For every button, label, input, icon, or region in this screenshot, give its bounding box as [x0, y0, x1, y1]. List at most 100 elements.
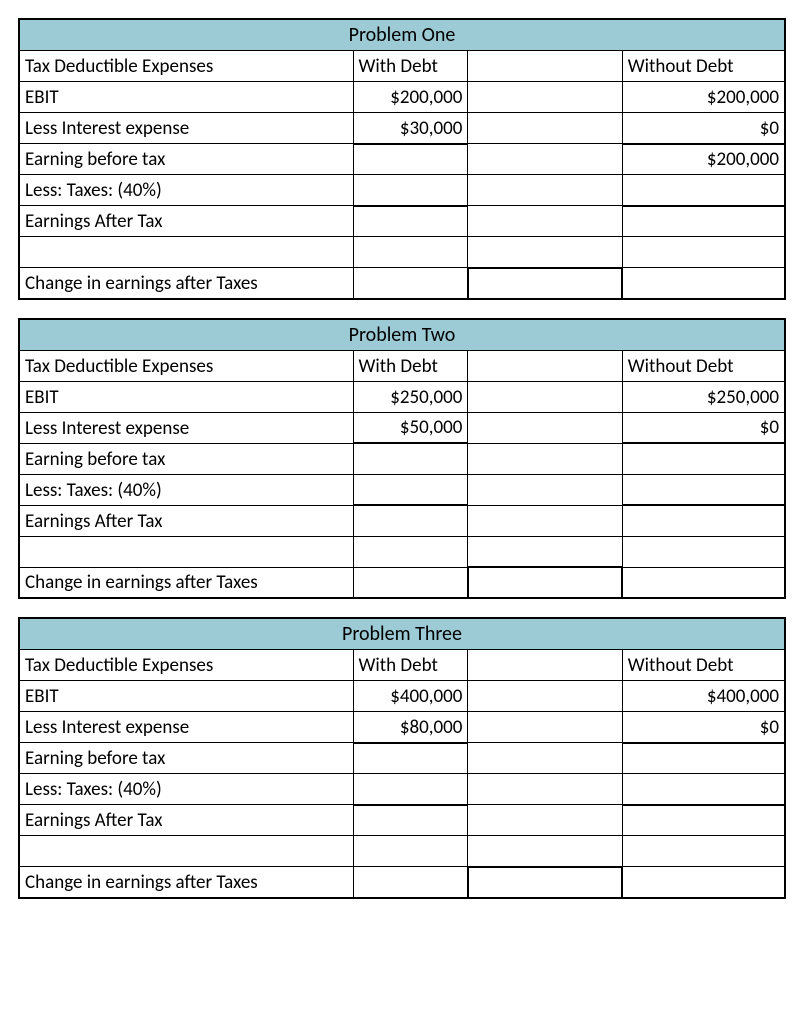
cell-eat-without [622, 505, 785, 536]
cell-spacer [468, 774, 622, 805]
row-label-less-interest: Less Interest expense [19, 113, 353, 144]
row-label-ebit: EBIT [19, 82, 353, 113]
cell-interest-with: $30,000 [353, 113, 468, 144]
cell-spacer [468, 712, 622, 743]
row-label-ebt: Earning before tax [19, 443, 353, 474]
cell-eat-without [622, 805, 785, 836]
cell-spacer [622, 836, 785, 867]
cell-eat-without [622, 206, 785, 237]
row-spacer [19, 237, 353, 268]
label-tax-deductible: Tax Deductible Expenses [19, 51, 353, 82]
cell-ebit-without: $400,000 [622, 681, 785, 712]
cell-ebit-with: $250,000 [353, 381, 468, 412]
row-label-ebt: Earning before tax [19, 144, 353, 175]
cell-tax-without [622, 774, 785, 805]
cell-spacer [468, 51, 622, 82]
cell-ebt-with [353, 144, 468, 175]
cell-ebt-without [622, 743, 785, 774]
row-label-change: Change in earnings after Taxes [19, 567, 353, 598]
cell-ebt-without [622, 443, 785, 474]
row-label-ebit: EBIT [19, 381, 353, 412]
problem-table: Problem One Tax Deductible Expenses With… [18, 18, 786, 300]
cell-spacer [468, 237, 622, 268]
cell-spacer [468, 381, 622, 412]
cell-spacer [468, 350, 622, 381]
cell-ebit-with: $400,000 [353, 681, 468, 712]
cell-eat-with [353, 505, 468, 536]
cell-tax-without [622, 474, 785, 505]
cell-spacer [468, 412, 622, 443]
cell-spacer [622, 536, 785, 567]
cell-spacer [622, 867, 785, 898]
row-label-less-interest: Less Interest expense [19, 712, 353, 743]
cell-spacer [353, 536, 468, 567]
cell-tax-with [353, 774, 468, 805]
problem-title: Problem Three [19, 618, 785, 650]
cell-spacer [622, 567, 785, 598]
cell-spacer [353, 268, 468, 299]
col-header-without-debt: Without Debt [622, 51, 785, 82]
cell-interest-with: $80,000 [353, 712, 468, 743]
cell-spacer [468, 175, 622, 206]
col-header-without-debt: Without Debt [622, 650, 785, 681]
row-label-change: Change in earnings after Taxes [19, 867, 353, 898]
row-spacer [19, 536, 353, 567]
cell-spacer [468, 505, 622, 536]
cell-interest-without: $0 [622, 412, 785, 443]
problem-title: Problem One [19, 19, 785, 51]
cell-interest-without: $0 [622, 712, 785, 743]
cell-spacer [622, 237, 785, 268]
problem-table: Problem Three Tax Deductible Expenses Wi… [18, 617, 786, 899]
row-label-less-tax: Less: Taxes: (40%) [19, 175, 353, 206]
cell-ebt-with [353, 743, 468, 774]
col-header-with-debt: With Debt [353, 51, 468, 82]
cell-tax-with [353, 175, 468, 206]
cell-change [468, 268, 622, 299]
cell-spacer [353, 237, 468, 268]
row-label-eat: Earnings After Tax [19, 206, 353, 237]
row-label-less-interest: Less Interest expense [19, 412, 353, 443]
cell-spacer [468, 474, 622, 505]
cell-tax-without [622, 175, 785, 206]
cell-spacer [353, 567, 468, 598]
col-header-with-debt: With Debt [353, 650, 468, 681]
cell-spacer [468, 681, 622, 712]
cell-ebt-without: $200,000 [622, 144, 785, 175]
row-label-less-tax: Less: Taxes: (40%) [19, 474, 353, 505]
label-tax-deductible: Tax Deductible Expenses [19, 350, 353, 381]
cell-spacer [468, 443, 622, 474]
cell-spacer [468, 743, 622, 774]
row-label-eat: Earnings After Tax [19, 805, 353, 836]
cell-eat-with [353, 805, 468, 836]
cell-change [468, 567, 622, 598]
cell-spacer [468, 805, 622, 836]
cell-change [468, 867, 622, 898]
label-tax-deductible: Tax Deductible Expenses [19, 650, 353, 681]
cell-spacer [622, 268, 785, 299]
cell-eat-with [353, 206, 468, 237]
cell-spacer [468, 82, 622, 113]
cell-ebit-without: $200,000 [622, 82, 785, 113]
row-spacer [19, 836, 353, 867]
row-label-ebt: Earning before tax [19, 743, 353, 774]
row-label-change: Change in earnings after Taxes [19, 268, 353, 299]
cell-spacer [468, 144, 622, 175]
row-label-eat: Earnings After Tax [19, 505, 353, 536]
cell-spacer [353, 836, 468, 867]
problem-title: Problem Two [19, 319, 785, 351]
cell-ebit-with: $200,000 [353, 82, 468, 113]
cell-ebt-with [353, 443, 468, 474]
col-header-with-debt: With Debt [353, 350, 468, 381]
cell-interest-without: $0 [622, 113, 785, 144]
row-label-less-tax: Less: Taxes: (40%) [19, 774, 353, 805]
cell-tax-with [353, 474, 468, 505]
problem-table: Problem Two Tax Deductible Expenses With… [18, 318, 786, 600]
cell-spacer [468, 836, 622, 867]
col-header-without-debt: Without Debt [622, 350, 785, 381]
row-label-ebit: EBIT [19, 681, 353, 712]
cell-spacer [468, 206, 622, 237]
cell-ebit-without: $250,000 [622, 381, 785, 412]
cell-spacer [468, 113, 622, 144]
cell-spacer [468, 650, 622, 681]
cell-spacer [353, 867, 468, 898]
